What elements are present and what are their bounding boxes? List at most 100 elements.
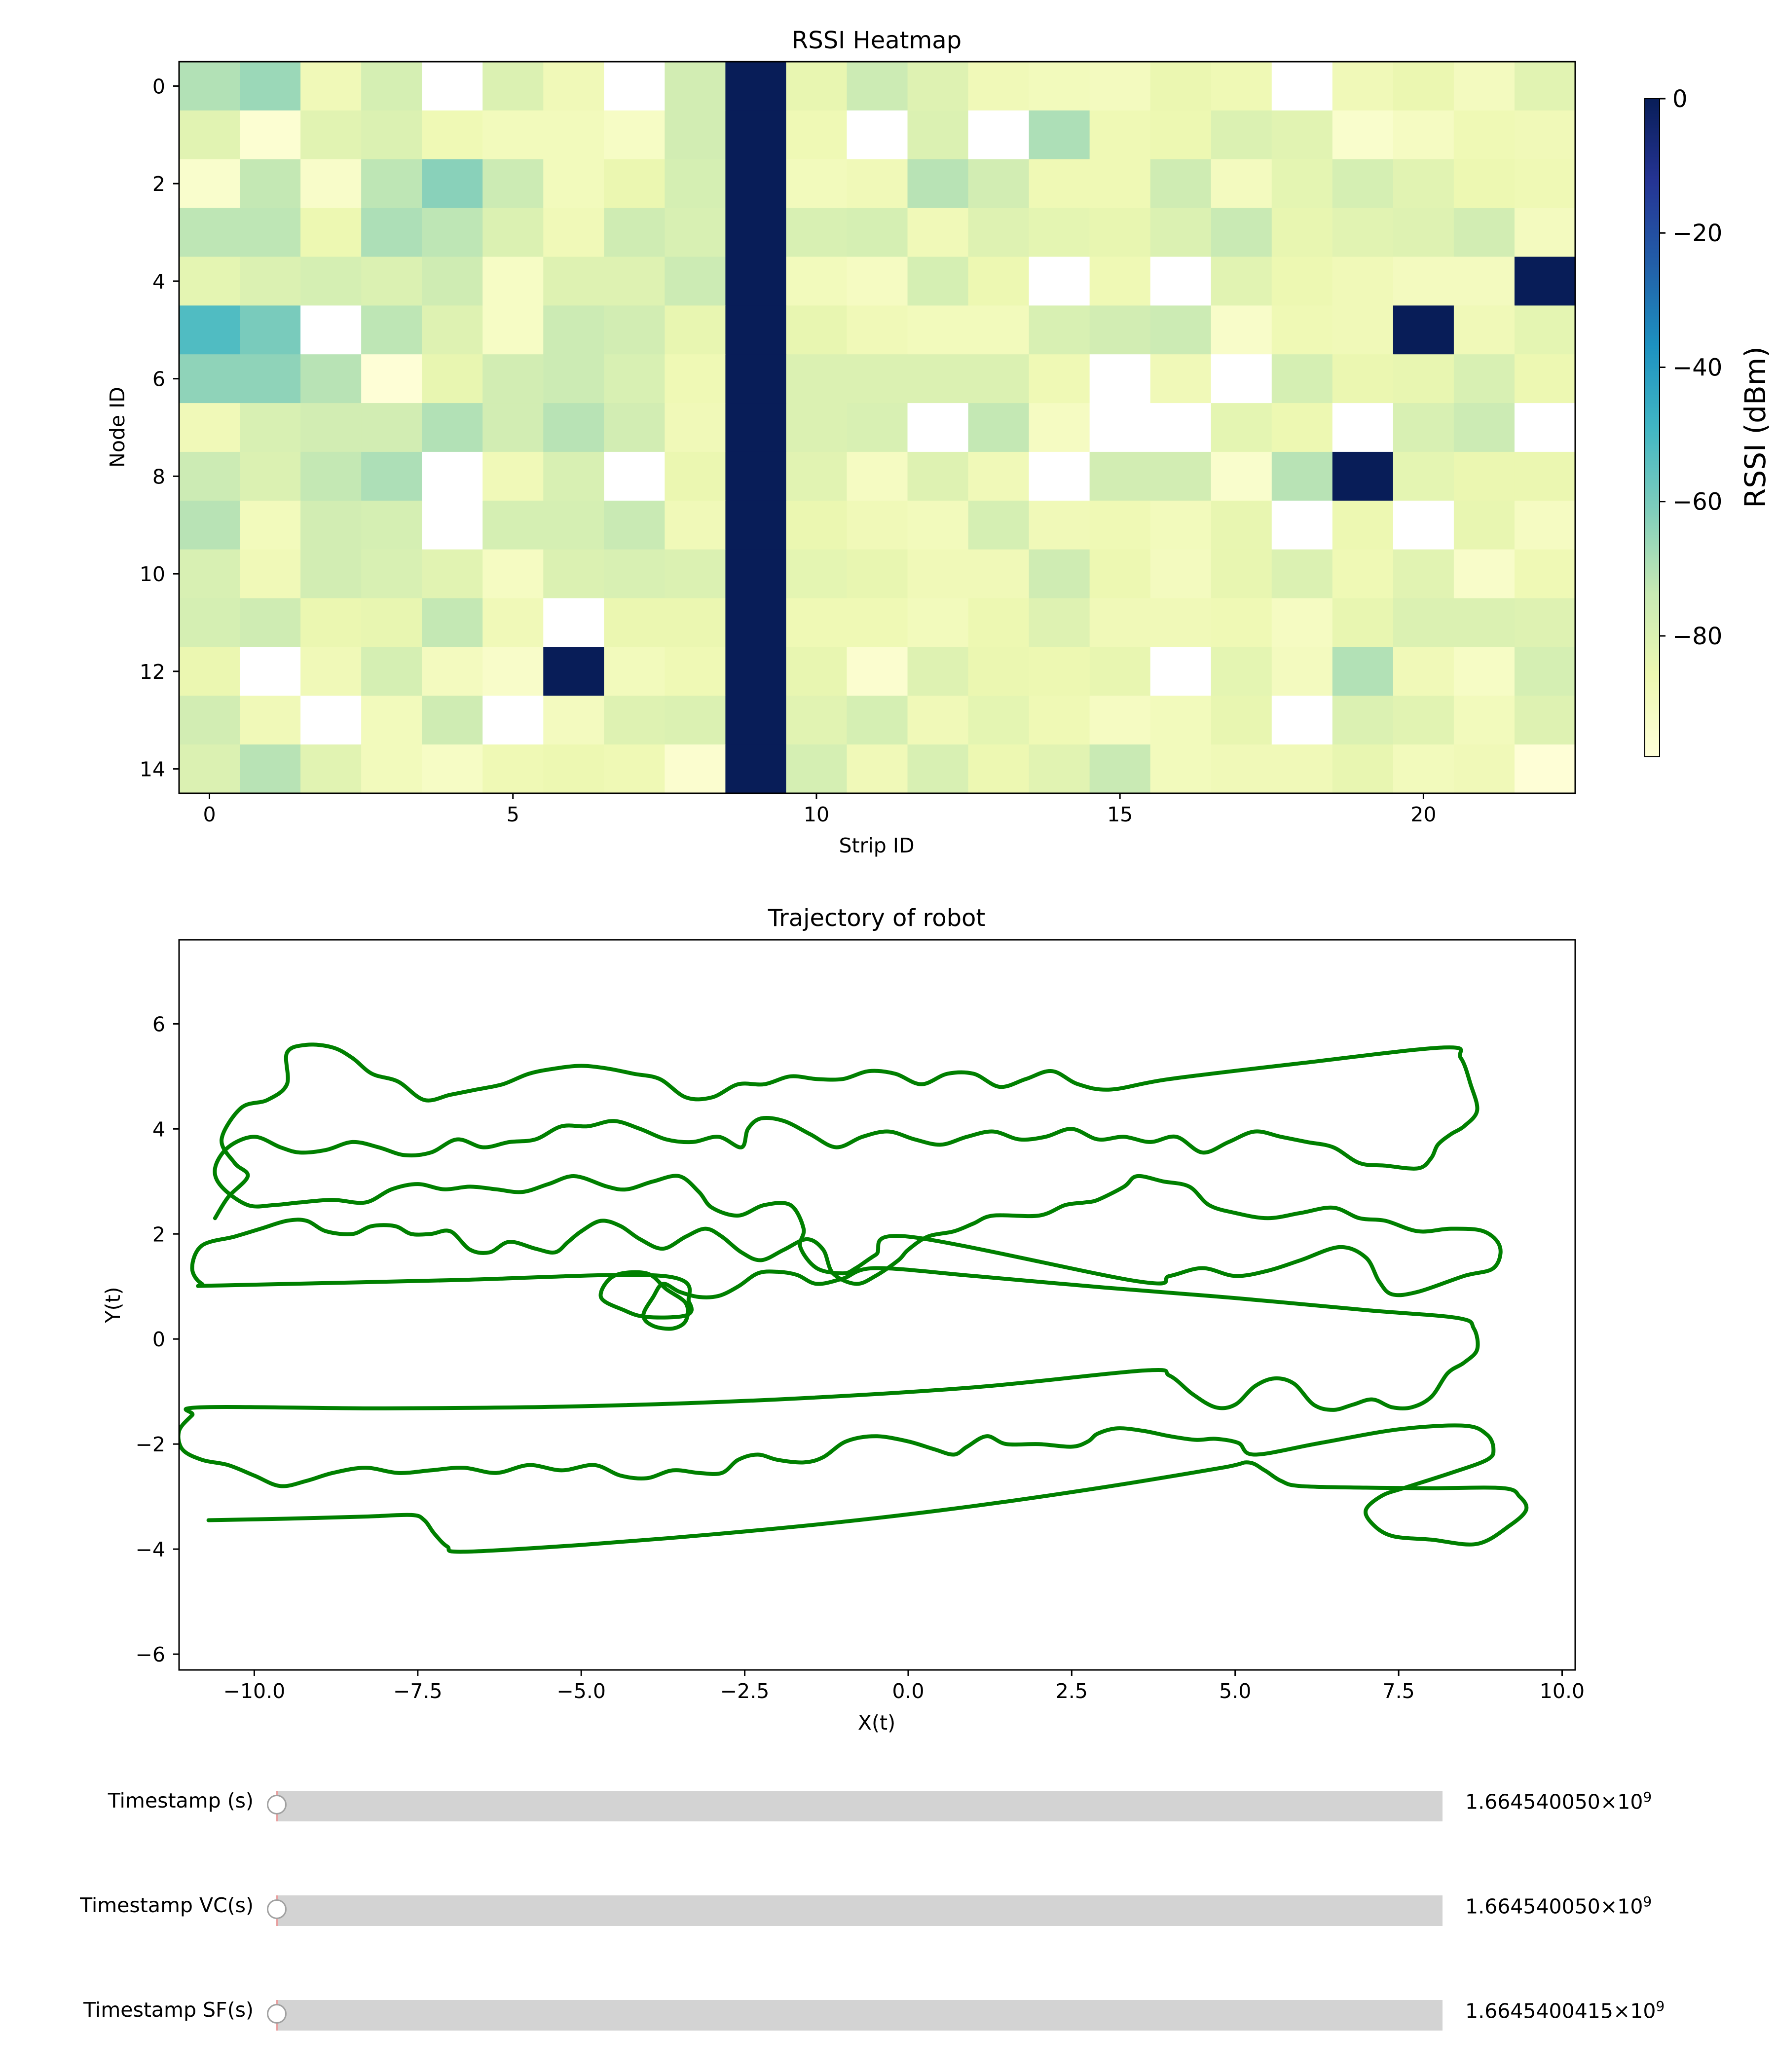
- heatmap-cell: [482, 549, 544, 599]
- heatmap-cell: [482, 354, 544, 404]
- heatmap-cell: [725, 257, 787, 306]
- heatmap-cell: [482, 62, 544, 111]
- slider-timestamp-label: Timestamp (s): [108, 1789, 254, 1813]
- heatmap-cell: [1514, 62, 1576, 111]
- colorbar-tick-label: 0: [1672, 85, 1688, 113]
- slider-timestamp: Timestamp (s) 1.664540050×109: [0, 1776, 1776, 1825]
- heatmap-cell: [179, 257, 240, 306]
- heatmap-cell: [847, 549, 908, 599]
- heatmap-cell: [968, 696, 1030, 745]
- heatmap-cell: [1029, 159, 1090, 209]
- heatmap-cell: [1271, 451, 1333, 501]
- heatmap-cell: [1029, 110, 1090, 160]
- heatmap-cell: [482, 500, 544, 550]
- heatmap-cell: [847, 744, 908, 794]
- slider-timestamp-handle[interactable]: [267, 1795, 287, 1814]
- heatmap-cell: [968, 598, 1030, 647]
- heatmap-cell: [665, 62, 726, 111]
- heatmap-cell: [786, 403, 848, 452]
- heatmap-cell: [361, 744, 422, 794]
- heatmap-cell: [665, 208, 726, 258]
- heatmap-cell: [604, 744, 665, 794]
- slider-timestamp-sf-track[interactable]: [276, 2000, 1443, 2031]
- heatmap-y-tick-label: 4: [152, 270, 165, 294]
- heatmap-cell: [725, 403, 787, 452]
- heatmap-cell: [968, 159, 1030, 209]
- heatmap-cell: [1029, 403, 1090, 452]
- heatmap-cell: [725, 549, 787, 599]
- heatmap-cell: [847, 598, 908, 647]
- heatmap-cell: [1029, 257, 1090, 306]
- heatmap-y-ticks: 0 2 4 6 8 10 12 14: [140, 74, 179, 781]
- heatmap-cell: [1211, 451, 1272, 501]
- slider-timestamp-vc-track[interactable]: [276, 1895, 1443, 1926]
- trajectory-x-tick-label: −7.5: [393, 1679, 443, 1703]
- heatmap-cell: [240, 159, 301, 209]
- heatmap-cell: [1514, 257, 1576, 306]
- heatmap-cell: [1089, 110, 1151, 160]
- heatmap-cell: [482, 598, 544, 647]
- heatmap-cell: [1453, 598, 1515, 647]
- heatmap-cell: [1150, 305, 1212, 355]
- heatmap-cell: [1453, 451, 1515, 501]
- heatmap-cell: [1332, 500, 1394, 550]
- heatmap-cell: [1211, 744, 1272, 794]
- heatmap-cell: [482, 696, 544, 745]
- heatmap-cell: [361, 110, 422, 160]
- heatmap-cell: [240, 110, 301, 160]
- trajectory-y-tick-label: −2: [136, 1433, 165, 1456]
- heatmap-cell: [482, 403, 544, 452]
- heatmap-cell: [543, 403, 604, 452]
- heatmap-cell: [1271, 696, 1333, 745]
- heatmap-cell: [786, 159, 848, 209]
- heatmap-cell: [1453, 305, 1515, 355]
- heatmap-y-tick-label: 12: [140, 660, 165, 684]
- heatmap-cell: [422, 305, 483, 355]
- heatmap-cell: [1514, 451, 1576, 501]
- slider-timestamp-track[interactable]: [276, 1791, 1443, 1821]
- heatmap-cell: [907, 208, 969, 258]
- heatmap-y-tick-label: 10: [140, 562, 165, 586]
- heatmap-cell: [1393, 354, 1454, 404]
- heatmap-cell: [1029, 305, 1090, 355]
- heatmap-cell: [1514, 549, 1576, 599]
- heatmap-cell: [240, 696, 301, 745]
- heatmap-cell: [786, 257, 848, 306]
- heatmap-cell: [543, 110, 604, 160]
- slider-timestamp-vc-value-exponent: 9: [1643, 1893, 1652, 1910]
- heatmap-cell: [1150, 500, 1212, 550]
- heatmap-y-tick-label: 6: [152, 368, 165, 391]
- heatmap-y-tick-label: 8: [152, 465, 165, 488]
- slider-timestamp-value: 1.664540050×109: [1465, 1789, 1652, 1814]
- heatmap-cell: [1271, 403, 1333, 452]
- trajectory-panel: Trajectory of robot −10.0 −7.5 −5.0 −2.5 0.0…: [101, 904, 1585, 1735]
- heatmap-cell: [1332, 110, 1394, 160]
- heatmap-cell: [179, 549, 240, 599]
- heatmap-cell: [1453, 403, 1515, 452]
- heatmap-cell: [1514, 403, 1576, 452]
- heatmap-cell: [1150, 159, 1212, 209]
- heatmap-x-ticks: 0 5 10 15 20: [203, 793, 1436, 826]
- heatmap-cell: [604, 159, 665, 209]
- slider-timestamp-vc-handle[interactable]: [267, 1899, 287, 1919]
- slider-timestamp-sf-handle[interactable]: [267, 2004, 287, 2024]
- heatmap-cell: [1514, 598, 1576, 647]
- trajectory-x-tick-label: 5.0: [1219, 1679, 1251, 1703]
- heatmap-cell: [1393, 159, 1454, 209]
- colorbar-tick-label: −80: [1672, 623, 1722, 650]
- heatmap-cell: [1332, 354, 1394, 404]
- heatmap-cell: [422, 744, 483, 794]
- heatmap-cell: [847, 500, 908, 550]
- heatmap-x-tick-label: 10: [804, 803, 829, 826]
- heatmap-cell: [968, 62, 1030, 111]
- heatmap-cell: [1514, 744, 1576, 794]
- heatmap-cell: [1332, 305, 1394, 355]
- heatmap-cell: [907, 62, 969, 111]
- heatmap-cell: [604, 110, 665, 160]
- heatmap-cell: [240, 305, 301, 355]
- trajectory-x-tick-label: −5.0: [556, 1679, 606, 1703]
- colorbar-tick-label: −60: [1672, 488, 1722, 516]
- heatmap-cell: [1332, 451, 1394, 501]
- heatmap-cell: [1271, 159, 1333, 209]
- heatmap-cell: [1211, 62, 1272, 111]
